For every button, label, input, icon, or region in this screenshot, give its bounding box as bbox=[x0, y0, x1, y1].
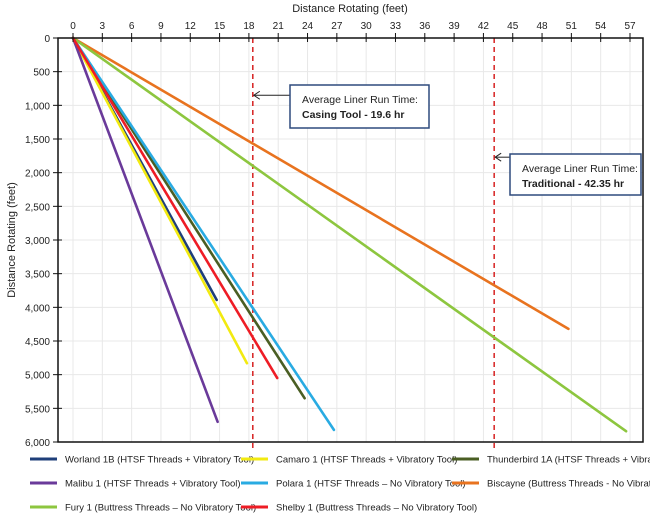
x-tick-label: 18 bbox=[243, 21, 255, 32]
x-tick-label: 57 bbox=[624, 21, 636, 32]
reference-lines bbox=[252, 38, 495, 449]
series-line-6 bbox=[71, 36, 628, 433]
y-tick-label: 5,500 bbox=[25, 404, 50, 415]
x-tick-label: 48 bbox=[536, 21, 548, 32]
series-line-4 bbox=[71, 36, 336, 432]
legend-label: Malibu 1 (HTSF Threads + Vibratory Tool) bbox=[65, 479, 241, 490]
x-tick-label: 51 bbox=[566, 21, 578, 32]
x-axis: 0 3 6 9 12 15 18 21 24 27 30 33 36 39 42 45 48 51 54 57 bbox=[70, 21, 636, 42]
x-tick-label: 36 bbox=[419, 21, 431, 32]
legend-item: Thunderbird 1A (HTSF Threads + Vibratory… bbox=[452, 455, 650, 466]
legend-label: Shelby 1 (Buttress Threads – No Vibrator… bbox=[276, 503, 477, 514]
y-tick-label: 2,000 bbox=[25, 169, 50, 180]
arrow-head-icon bbox=[252, 90, 261, 100]
x-tick-label: 33 bbox=[390, 21, 402, 32]
annotation-box: Average Liner Run Time: Traditional - 42.… bbox=[494, 152, 642, 196]
x-tick-label: 27 bbox=[331, 21, 343, 32]
x-tick-label: 24 bbox=[302, 21, 314, 32]
x-tick-label: 54 bbox=[595, 21, 607, 32]
series-lines bbox=[71, 36, 628, 433]
y-tick-label: 500 bbox=[33, 68, 50, 79]
legend-item: Polara 1 (HTSF Threads – No Vibratory To… bbox=[241, 479, 466, 490]
x-tick-label: 6 bbox=[129, 21, 135, 32]
legend-item: Fury 1 (Buttress Threads – No Vibratory … bbox=[30, 503, 256, 514]
legend-label: Biscayne (Buttress Threads - No Vibrator… bbox=[487, 479, 650, 490]
legend-label: Camaro 1 (HTSF Threads + Vibratory Tool) bbox=[276, 455, 457, 466]
y-axis: 0 500 1,000 1,500 2,000 2,500 3,000 3,500 4,000 4… bbox=[25, 34, 62, 449]
x-tick-label: 42 bbox=[478, 21, 490, 32]
series-line-1 bbox=[71, 36, 249, 365]
annotation-frame bbox=[289, 84, 430, 129]
annotation-line1: Average Liner Run Time: bbox=[302, 94, 418, 106]
x-tick-label: 39 bbox=[449, 21, 461, 32]
series-line-7 bbox=[71, 36, 279, 380]
x-tick-label: 45 bbox=[507, 21, 519, 32]
x-tick-label: 9 bbox=[158, 21, 164, 32]
x-tick-label: 30 bbox=[361, 21, 373, 32]
annotations: Average Liner Run Time: Casing Tool - 19.… bbox=[252, 84, 642, 196]
y-tick-label: 0 bbox=[44, 34, 50, 45]
x-axis-label: Distance Rotating (feet) bbox=[292, 3, 408, 15]
x-tick-label: 0 bbox=[70, 21, 76, 32]
x-tick-label: 15 bbox=[214, 21, 226, 32]
legend-item: Camaro 1 (HTSF Threads + Vibratory Tool) bbox=[241, 455, 457, 466]
annotation-frame bbox=[509, 153, 642, 196]
legend-item: Worland 1B (HTSF Threads + Vibratory Too… bbox=[30, 455, 254, 466]
annotation-box: Average Liner Run Time: Casing Tool - 19.… bbox=[252, 84, 430, 129]
series-line-3 bbox=[71, 36, 219, 424]
legend-label: Polara 1 (HTSF Threads – No Vibratory To… bbox=[276, 479, 466, 490]
legend-item: Shelby 1 (Buttress Threads – No Vibrator… bbox=[241, 503, 477, 514]
legend-label: Worland 1B (HTSF Threads + Vibratory Too… bbox=[65, 455, 254, 466]
legend-item: Malibu 1 (HTSF Threads + Vibratory Tool) bbox=[30, 479, 241, 490]
y-tick-label: 2,500 bbox=[25, 202, 50, 213]
legend-item: Biscayne (Buttress Threads - No Vibrator… bbox=[452, 479, 650, 490]
annotation-line1: Average Liner Run Time: bbox=[522, 163, 638, 175]
legend: Worland 1B (HTSF Threads + Vibratory Too… bbox=[30, 455, 650, 514]
annotation-line2: Casing Tool - 19.6 hr bbox=[302, 109, 405, 121]
y-tick-label: 3,500 bbox=[25, 270, 50, 281]
y-tick-label: 4,500 bbox=[25, 337, 50, 348]
annotation-line2: Traditional - 42.35 hr bbox=[522, 178, 624, 190]
x-tick-label: 21 bbox=[273, 21, 285, 32]
arrow-head-icon bbox=[494, 152, 502, 162]
y-tick-label: 1,000 bbox=[25, 101, 50, 112]
y-tick-label: 4,000 bbox=[25, 303, 50, 314]
x-tick-label: 12 bbox=[185, 21, 197, 32]
y-tick-label: 6,000 bbox=[25, 438, 50, 449]
y-axis-label: Distance Rotating (feet) bbox=[6, 182, 18, 298]
x-tick-label: 3 bbox=[100, 21, 106, 32]
y-tick-label: 3,000 bbox=[25, 236, 50, 247]
y-tick-label: 1,500 bbox=[25, 135, 50, 146]
legend-label: Thunderbird 1A (HTSF Threads + Vibratory… bbox=[487, 455, 650, 466]
y-tick-label: 5,000 bbox=[25, 371, 50, 382]
legend-label: Fury 1 (Buttress Threads – No Vibratory … bbox=[65, 503, 256, 514]
series-line-5 bbox=[71, 36, 570, 331]
